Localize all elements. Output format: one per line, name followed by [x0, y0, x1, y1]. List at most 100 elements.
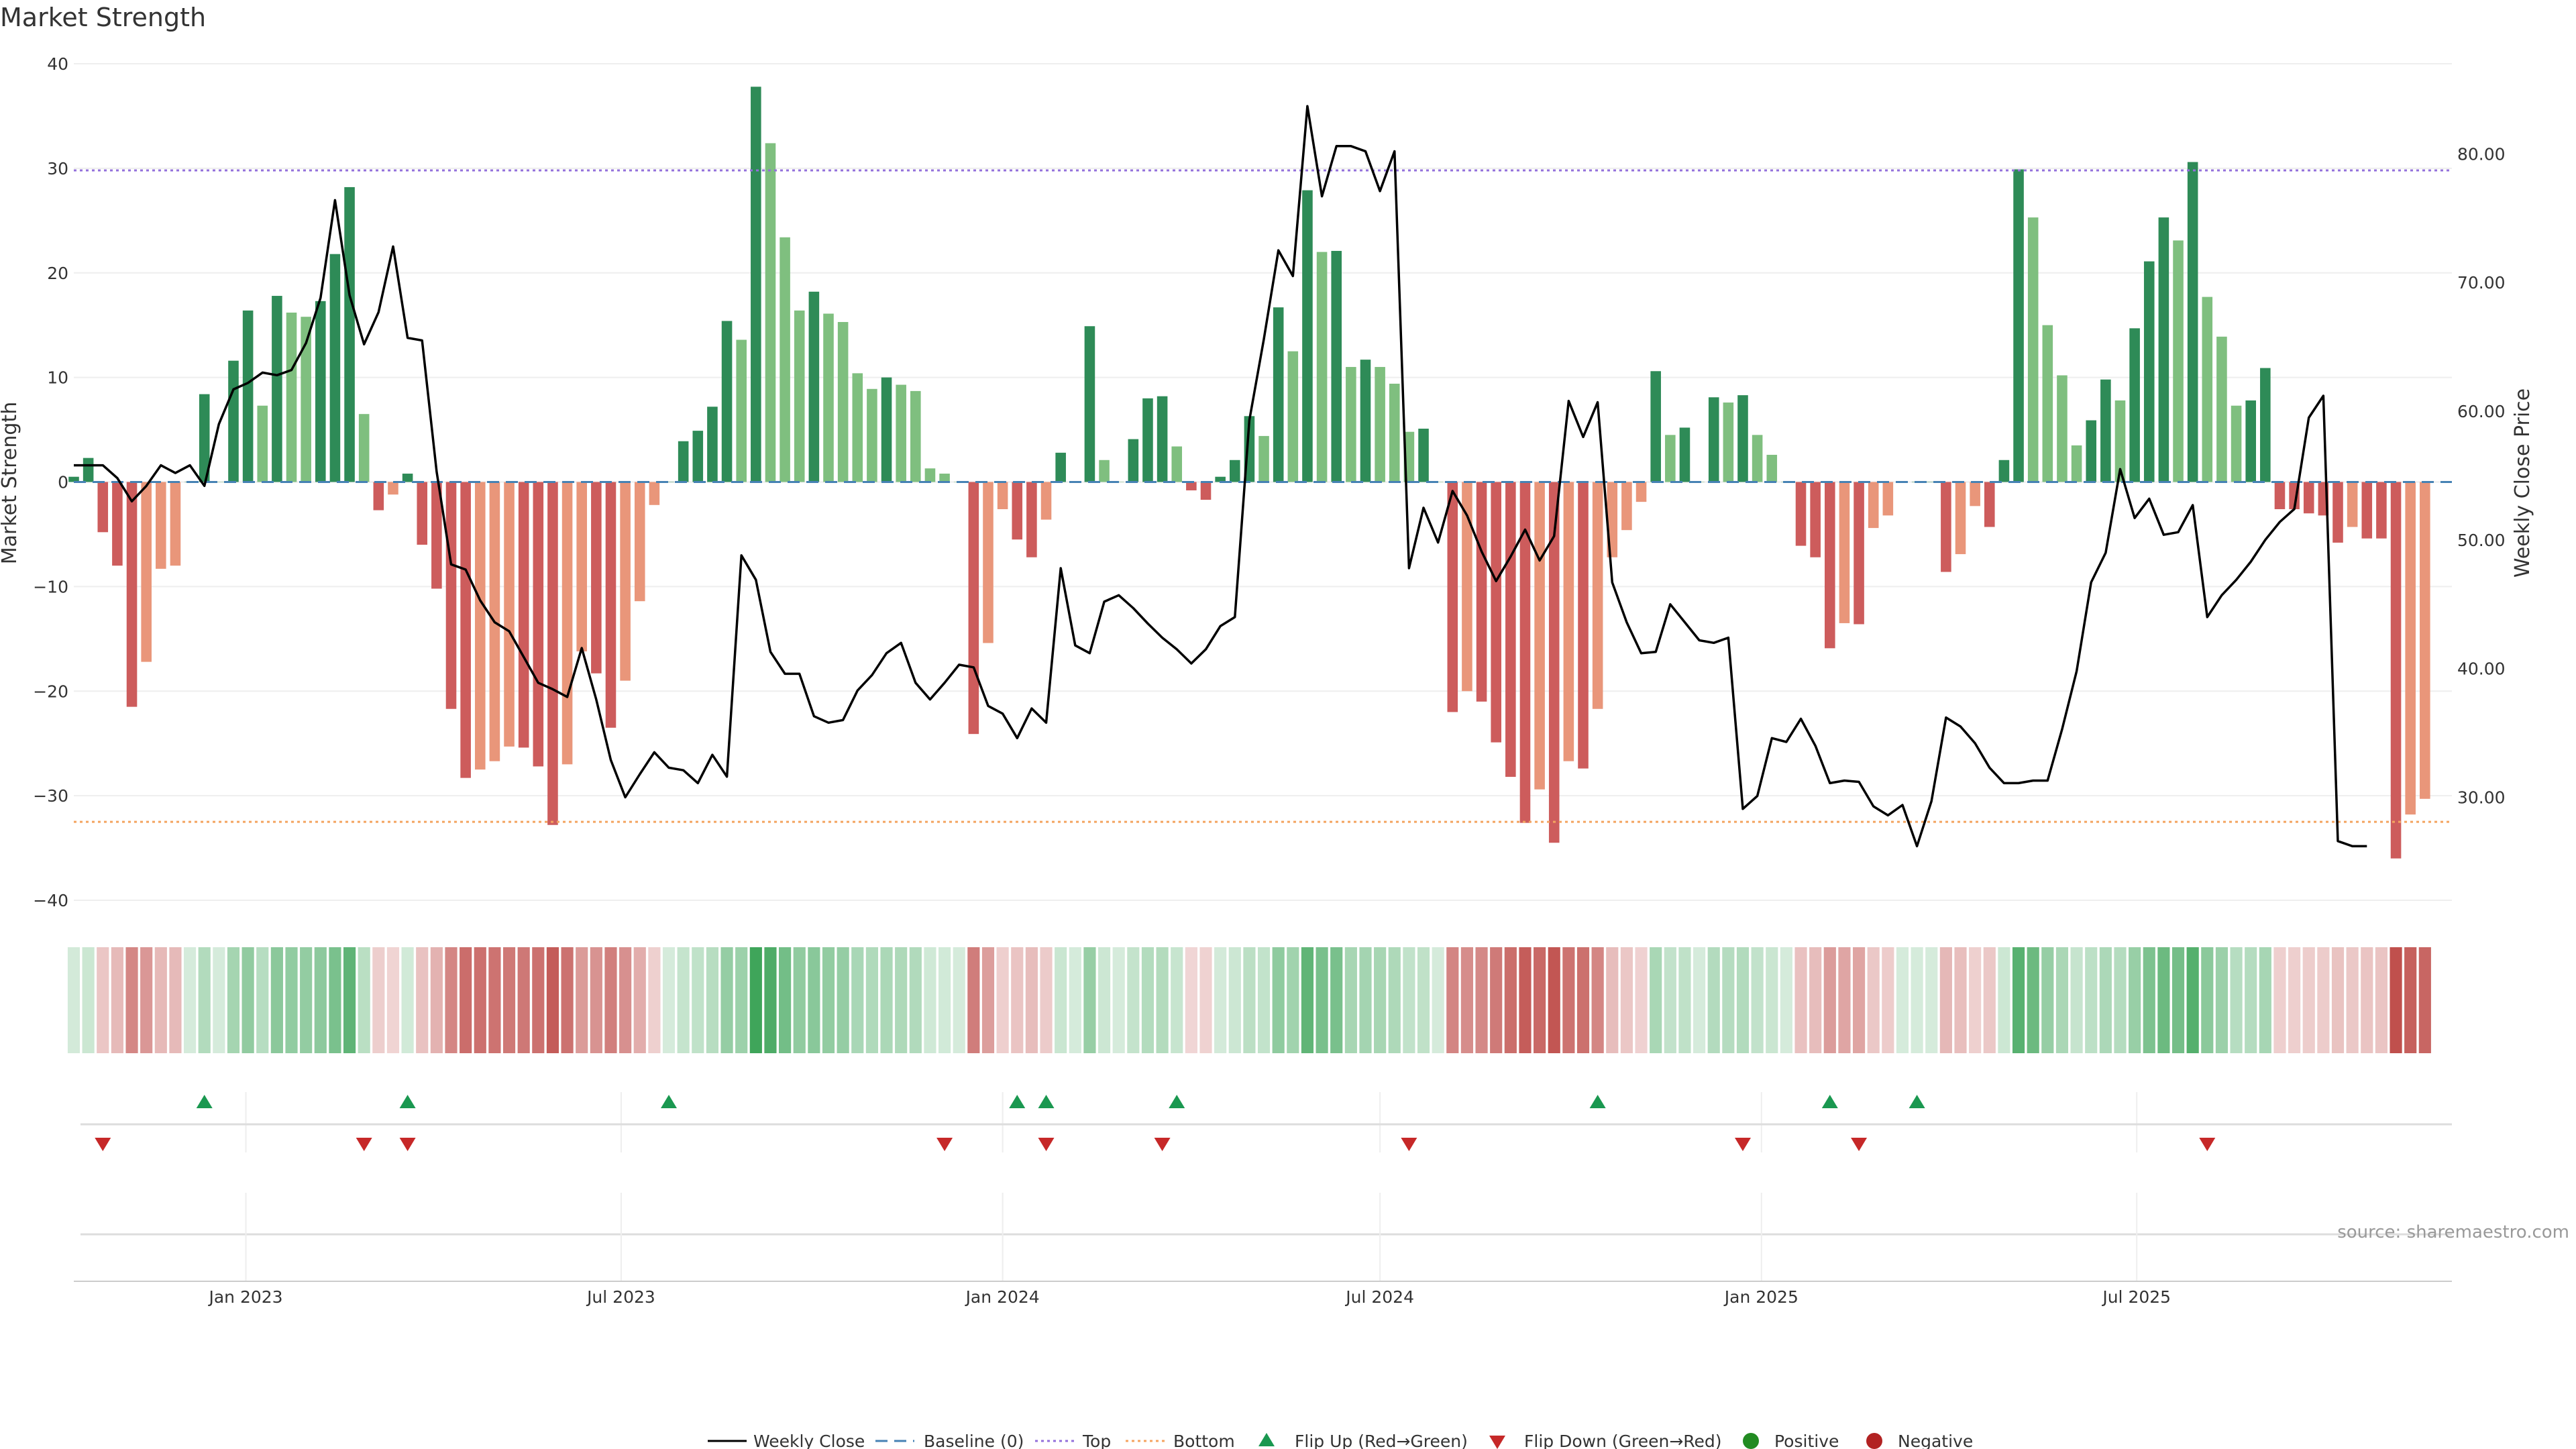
heat-cell [633, 947, 646, 1053]
strength-bar [1635, 482, 1647, 502]
strength-bar [997, 482, 1008, 510]
strength-bar [852, 373, 863, 482]
strength-bar [2042, 325, 2053, 482]
strength-bar [417, 482, 428, 545]
strength-bar [692, 431, 704, 482]
strength-bar [141, 482, 152, 662]
heat-cell [1156, 947, 1169, 1053]
strength-bar [533, 482, 544, 767]
strength-bar [1186, 482, 1197, 490]
heat-cell [1650, 947, 1662, 1053]
strength-bar [620, 482, 631, 681]
strength-bar [315, 301, 326, 482]
heat-cell [1432, 947, 1444, 1053]
weekly-close-line [74, 105, 2367, 848]
strength-bar [344, 186, 355, 482]
heat-cell [764, 947, 777, 1053]
strength-bar [1215, 476, 1226, 482]
strength-bar [1868, 482, 1879, 529]
strength-bar [2390, 482, 2402, 859]
heat-cell [1097, 947, 1111, 1053]
strength-bar [561, 482, 573, 765]
strength-bar [968, 482, 979, 735]
heat-cell [2143, 947, 2155, 1053]
strength-bar [2231, 405, 2242, 482]
heat-cell [329, 947, 341, 1053]
heat-cell [1257, 947, 1271, 1053]
heat-cell [2012, 947, 2025, 1053]
y-tick-label: −30 [33, 786, 68, 806]
strength-bar [1737, 395, 1748, 482]
heat-cell [67, 947, 80, 1053]
heat-cell [996, 947, 1009, 1053]
strength-bar [257, 405, 268, 482]
strength-bar [2114, 400, 2126, 482]
date-axis: Jan 2023 Jul 2023 Jan 2024 Jul 2024 Jan 2025… [74, 1193, 2452, 1307]
strength-bar [2260, 368, 2271, 482]
heat-cell [227, 947, 240, 1053]
source-note: source: sharemaestro.com [2337, 1222, 2569, 1242]
strength-bar [2013, 169, 2024, 482]
strength-bar [301, 317, 311, 482]
strength-bar [881, 377, 892, 482]
heat-cell [2273, 947, 2286, 1053]
heat-cell [576, 947, 588, 1053]
strength-bar [286, 312, 297, 482]
heat-cell [1330, 947, 1343, 1053]
heat-cell [1751, 947, 1764, 1053]
heat-cell [1025, 947, 1038, 1053]
heat-cell [1490, 947, 1503, 1053]
heat-cell [1780, 947, 1792, 1053]
heat-cell [474, 947, 486, 1053]
strength-bar [1418, 429, 1429, 482]
strength-bar [1563, 482, 1574, 761]
heat-cell [256, 947, 269, 1053]
strength-bar [1955, 482, 1966, 555]
heat-cell [924, 947, 936, 1053]
strength-bar [1273, 307, 1284, 482]
heat-cell [502, 947, 516, 1053]
heat-cell [967, 947, 980, 1053]
heat-cell [2114, 947, 2127, 1053]
heat-cell [2041, 947, 2054, 1053]
heat-cell [532, 947, 545, 1053]
strength-bar [924, 468, 936, 482]
strength-bar [1578, 482, 1589, 769]
heat-cell [300, 947, 313, 1053]
heat-cell [1040, 947, 1053, 1053]
heat-cell [865, 947, 878, 1053]
heat-cell [2245, 947, 2257, 1053]
heat-cell [561, 947, 574, 1053]
heat-cell [1576, 947, 1590, 1053]
flip-down-marker [356, 1138, 372, 1151]
heat-cell [604, 947, 617, 1053]
chart-title: Market Strength [0, 3, 207, 32]
strength-bar [2274, 482, 2286, 510]
strength-bar [751, 87, 761, 482]
strength-bar [1941, 482, 1951, 572]
x-tick-label: Jul 2024 [1344, 1287, 1414, 1307]
heat-cell [1736, 947, 1750, 1053]
strength-bar [823, 313, 834, 482]
y-tick-label: 10 [47, 368, 68, 388]
flip-up-marker [1038, 1095, 1055, 1108]
legend-positive: Positive [1774, 1432, 1839, 1449]
strength-bar [1055, 452, 1066, 482]
y-tick-label: −10 [33, 577, 68, 596]
strength-bar [1519, 482, 1531, 823]
strength-bar [707, 407, 718, 482]
heat-cell [270, 947, 283, 1053]
strength-bar [388, 482, 398, 495]
heat-cell [2186, 947, 2199, 1053]
heat-cell [82, 947, 95, 1053]
strength-bar [1723, 402, 1734, 482]
strength-bar [2143, 261, 2155, 482]
heat-cell [808, 947, 820, 1053]
heat-cell [1141, 947, 1155, 1053]
heat-cell [2055, 947, 2069, 1053]
heat-cell [1983, 947, 1996, 1053]
y-tick-label: 20 [47, 264, 68, 283]
heat-cell [1911, 947, 1923, 1053]
strength-bar [1360, 360, 1371, 482]
strength-bar [1708, 397, 1719, 482]
